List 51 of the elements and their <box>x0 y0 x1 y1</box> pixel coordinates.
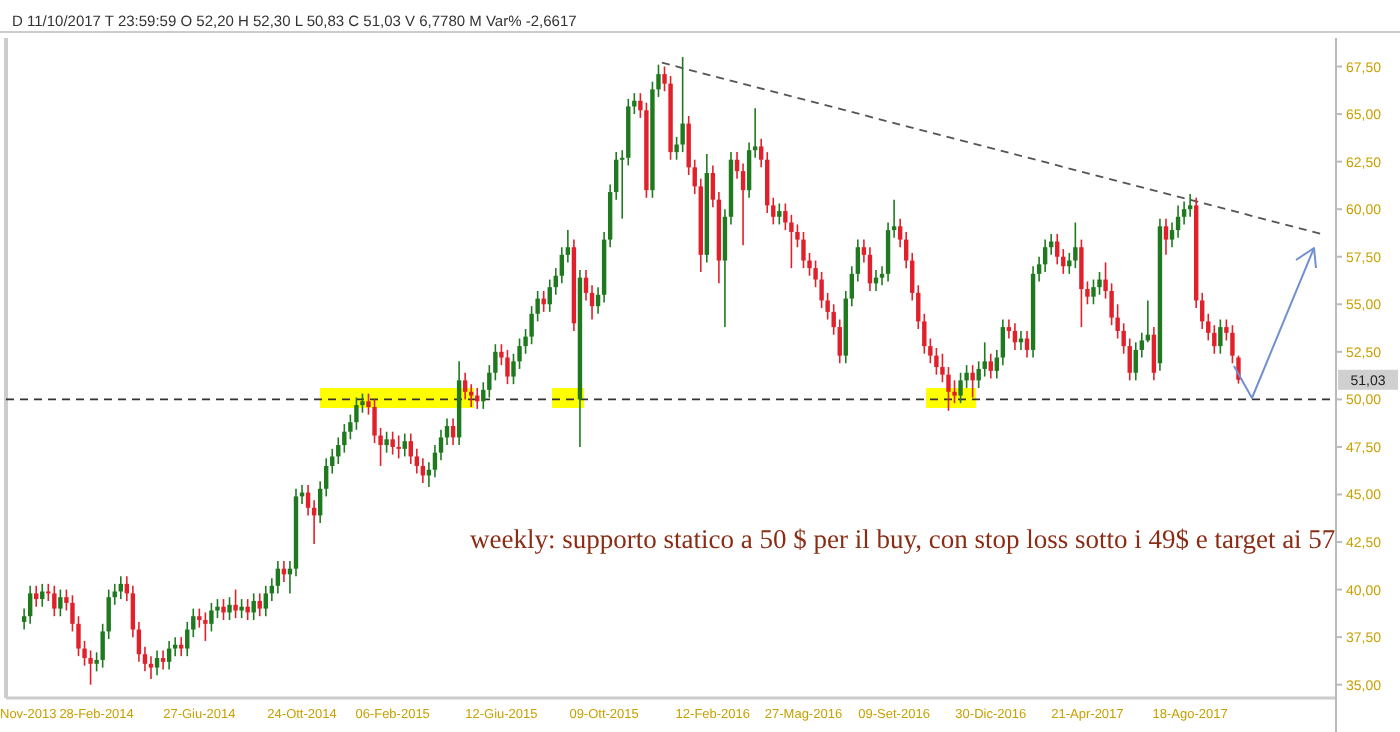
candlestick <box>27 584 33 625</box>
candlestick <box>1097 271 1102 296</box>
candlestick <box>958 371 963 404</box>
candlestick <box>52 584 57 618</box>
candlestick <box>40 583 45 608</box>
candlestick <box>505 349 510 385</box>
candlestick <box>263 584 268 618</box>
candlestick <box>982 341 987 378</box>
candlestick <box>257 592 262 618</box>
candlestick <box>390 430 395 456</box>
candlestick <box>1218 318 1223 355</box>
candlestick <box>1042 238 1048 273</box>
candlestick <box>680 56 685 153</box>
candlestick <box>203 611 208 642</box>
candlestick <box>402 432 407 458</box>
candlestick <box>1163 217 1169 256</box>
candlestick <box>1133 341 1138 382</box>
candlestick <box>1073 221 1078 269</box>
candlestick <box>1151 326 1157 382</box>
candlestick <box>777 202 782 226</box>
candlestick <box>227 596 232 621</box>
candlestick <box>1091 278 1096 306</box>
candlestick <box>988 352 993 380</box>
candlestick <box>160 649 166 671</box>
candlestick <box>970 364 975 399</box>
candlestick <box>245 598 250 621</box>
candlestick <box>275 560 281 595</box>
candlestick <box>354 396 359 431</box>
candlestick <box>837 318 842 365</box>
candlestick <box>541 290 546 313</box>
candlestick <box>462 371 468 401</box>
candlestick <box>209 602 214 633</box>
candlestick <box>934 347 939 376</box>
candlestick <box>221 598 226 621</box>
candlestick <box>34 584 39 608</box>
candlestick <box>801 231 806 269</box>
candlestick <box>1055 233 1060 266</box>
candlestick <box>1079 238 1084 328</box>
candlestick <box>179 636 184 657</box>
candlestick <box>396 434 401 460</box>
candlestick <box>1187 193 1193 218</box>
candlestick <box>154 649 160 676</box>
candlestick <box>239 598 244 619</box>
candlestick <box>1127 337 1132 382</box>
candlestick <box>384 430 389 454</box>
candlestick <box>58 588 63 618</box>
candlestick <box>88 649 93 686</box>
annotation: weekly: supporto statico a 50 $ per il buy, con stop loss sotto i 49$ e target ai 57 <box>470 524 1336 554</box>
candlestick <box>148 655 154 680</box>
candlestick <box>46 583 51 602</box>
candlestick <box>233 588 238 619</box>
